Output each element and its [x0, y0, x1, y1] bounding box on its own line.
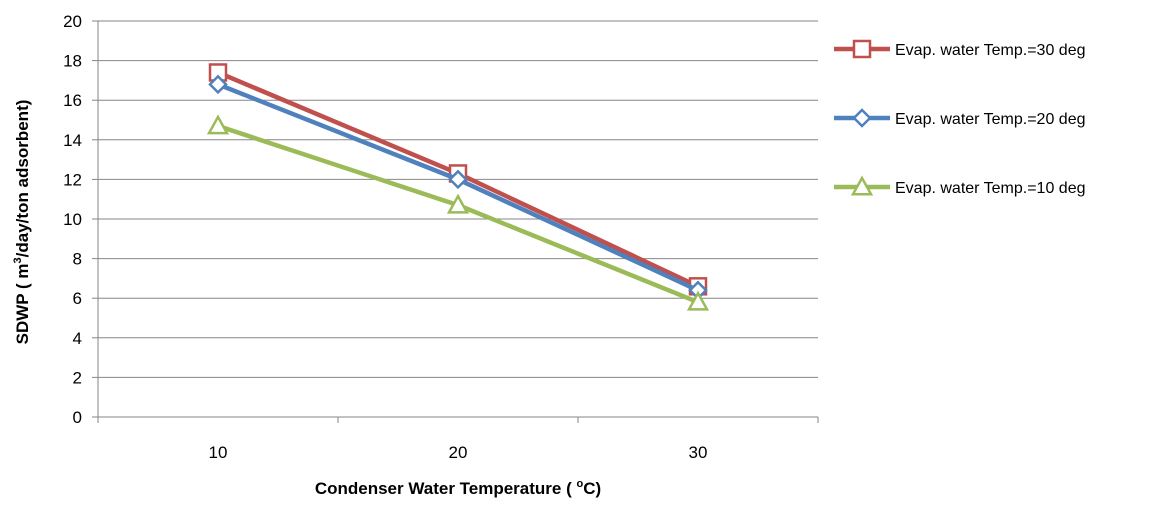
- y-tick-label: 18: [63, 52, 82, 71]
- legend-label: Evap. water Temp.=10 deg: [895, 180, 1086, 197]
- legend-marker: [850, 175, 874, 196]
- legend-item: Evap. water Temp.=10 deg: [834, 175, 1086, 197]
- data-point: [686, 290, 710, 311]
- series-group: [206, 63, 710, 311]
- x-axis-title: Condenser Water Temperature ( oC): [315, 478, 601, 498]
- y-tick-label: 2: [73, 368, 82, 387]
- y-tick-label: 12: [63, 170, 82, 189]
- data-point: [208, 74, 228, 95]
- y-tick-label: 10: [63, 210, 82, 229]
- y-tick-label: 0: [73, 408, 82, 427]
- x-tick-label: 30: [689, 443, 708, 462]
- legend: Evap. water Temp.=30 deg Evap. water Temp…: [834, 39, 1086, 197]
- data-point: [448, 169, 468, 190]
- axis-titles: Condenser Water Temperature ( oC) SDWP (…: [12, 100, 601, 498]
- y-tick-label: 14: [63, 131, 82, 150]
- y-tick-label: 4: [73, 329, 82, 348]
- data-point: [446, 193, 470, 214]
- x-tick-label: 20: [449, 443, 468, 462]
- data-point: [206, 114, 230, 135]
- y-tick-label: 8: [73, 250, 82, 269]
- legend-marker: [852, 108, 872, 128]
- y-tick-label: 16: [63, 91, 82, 110]
- series-3: [206, 114, 710, 311]
- y-tick-label: 20: [63, 12, 82, 31]
- y-axis-title-sup: 3: [12, 257, 24, 263]
- legend-item: Evap. water Temp.=30 deg: [834, 39, 1086, 59]
- y-axis-title: SDWP ( m3/day/ton adsorbent): [12, 100, 32, 345]
- series-line: [217, 123, 699, 305]
- y-tick-label: 6: [73, 289, 82, 308]
- legend-marker: [852, 39, 872, 59]
- legend-label: Evap. water Temp.=30 deg: [895, 42, 1086, 59]
- legend-item: Evap. water Temp.=20 deg: [834, 108, 1086, 128]
- tick-labels: 0 2 4 6 8 10 12 14 16 18 20 10 20 30: [63, 12, 707, 462]
- x-tick-label: 10: [209, 443, 228, 462]
- series-2: [208, 74, 708, 301]
- axes: [92, 20, 819, 423]
- legend-label: Evap. water Temp.=20 deg: [895, 111, 1086, 128]
- x-axis-title-sup: o: [576, 478, 583, 490]
